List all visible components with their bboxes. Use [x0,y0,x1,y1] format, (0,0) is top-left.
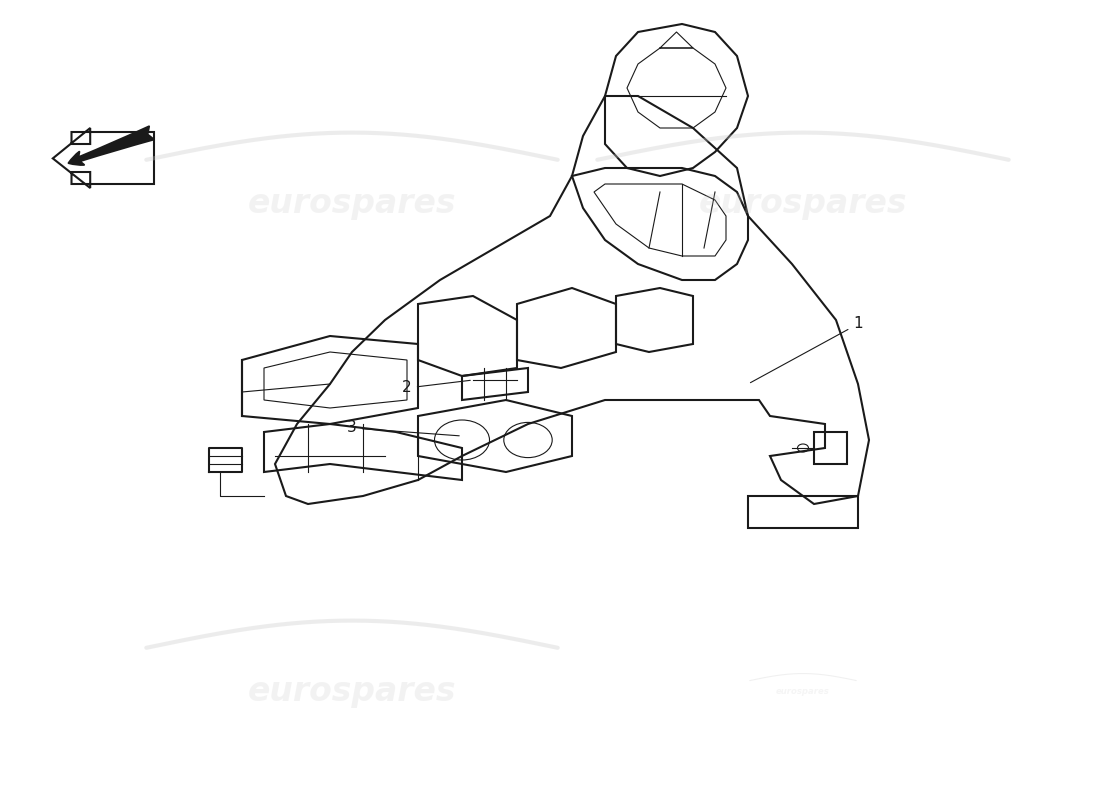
Text: eurospares: eurospares [777,687,829,697]
Text: 3: 3 [348,421,459,436]
Text: 1: 1 [750,317,862,382]
Text: eurospares: eurospares [248,675,456,709]
Text: eurospares: eurospares [698,187,908,221]
Text: 2: 2 [403,380,470,395]
Text: eurospares: eurospares [248,187,456,221]
